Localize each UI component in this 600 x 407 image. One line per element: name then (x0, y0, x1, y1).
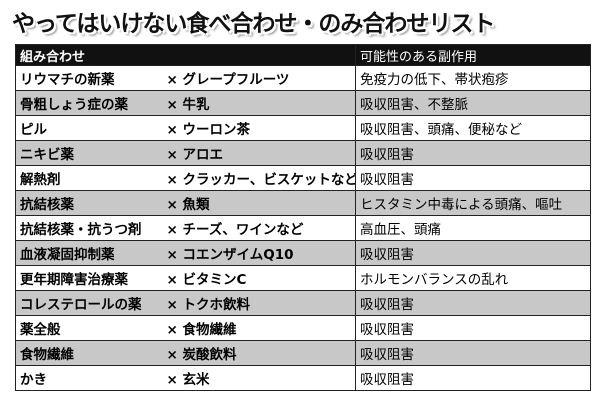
food-cell: × ビタミンC (160, 265, 357, 291)
table-row: 薬全般 × 食物繊維 吸収阻害 (15, 315, 592, 341)
header-cell: 可能性のある副作用 (355, 44, 592, 66)
drug-cell: 抗結核薬 (15, 190, 161, 216)
food-cell: × 食物繊維 (160, 315, 357, 341)
food-cell: × アロエ (160, 140, 357, 166)
table-row: かき × 玄米 吸収阻害 (15, 365, 592, 391)
table-row: 更年期障害治療薬 × ビタミンC ホルモンバランスの乱れ (15, 265, 592, 291)
food-cell: × グレープフルーツ (160, 65, 357, 91)
effect-cell: ホルモンバランスの乱れ (355, 265, 592, 291)
drug-cell: 薬全般 (15, 315, 161, 341)
table-row: ニキビ薬 × アロエ 吸収阻害 (15, 140, 592, 166)
effect-cell: 吸収阻害 (355, 340, 592, 366)
table-row: ピル × ウーロン茶 吸収阻害、頭痛、便秘など (15, 115, 592, 141)
effect-cell: 吸収阻害 (355, 365, 592, 391)
food-cell: × クラッカー、ビスケットなど (160, 165, 357, 191)
effect-cell: 吸収阻害 (355, 140, 592, 166)
food-cell: × ウーロン茶 (160, 115, 357, 141)
effect-cell: 吸収阻害 (355, 290, 592, 316)
food-cell: × 炭酸飲料 (160, 340, 357, 366)
drug-cell: リウマチの新薬 (15, 65, 161, 91)
drug-cell: ピル (15, 115, 161, 141)
drug-cell: 骨粗しょう症の薬 (15, 90, 161, 116)
effect-cell: ヒスタミン中毒による頭痛、嘔吐 (355, 190, 592, 216)
table-row: 抗結核薬・抗うつ剤 × チーズ、ワインなど 高血圧、頭痛 (15, 215, 592, 241)
list-table: 組み合わせ 可能性のある副作用 リウマチの新薬 × グレープフルーツ 免疫力の低下、… (14, 44, 592, 391)
table-row: 血液凝固抑制薬 × コエンザイムQ10 吸収阻害 (15, 240, 592, 266)
page-title: やってはいけない食べ合わせ・のみ合わせリスト (12, 11, 495, 37)
table-row: リウマチの新薬 × グレープフルーツ 免疫力の低下、帯状疱疹 (15, 65, 592, 91)
effect-cell: 吸収阻害 (355, 315, 592, 341)
food-cell: × トクホ飲料 (160, 290, 357, 316)
drug-cell: 血液凝固抑制薬 (15, 240, 161, 266)
food-cell: × 玄米 (160, 365, 357, 391)
drug-cell: 食物繊維 (15, 340, 161, 366)
effect-cell: 吸収阻害、不整脈 (355, 90, 592, 116)
table-row: コレステロールの薬 × トクホ飲料 吸収阻害 (15, 290, 592, 316)
effect-cell: 吸収阻害 (355, 240, 592, 266)
food-cell: × チーズ、ワインなど (160, 215, 357, 241)
drug-cell: 更年期障害治療薬 (15, 265, 161, 291)
header-cell: 組み合わせ (14, 44, 357, 66)
drug-cell: かき (15, 365, 161, 391)
drug-cell: 抗結核薬・抗うつ剤 (15, 215, 161, 241)
food-cell: × コエンザイムQ10 (160, 240, 357, 266)
table-row: 骨粗しょう症の薬 × 牛乳 吸収阻害、不整脈 (15, 90, 592, 116)
food-cell: × 魚類 (160, 190, 357, 216)
effect-cell: 免疫力の低下、帯状疱疹 (355, 65, 592, 91)
table-row: 抗結核薬 × 魚類 ヒスタミン中毒による頭痛、嘔吐 (15, 190, 592, 216)
table-row: 解熱剤 × クラッカー、ビスケットなど 吸収阻害 (15, 165, 592, 191)
effect-cell: 吸収阻害、頭痛、便秘など (355, 115, 592, 141)
drug-cell: 解熱剤 (15, 165, 161, 191)
effect-cell: 吸収阻害 (355, 165, 592, 191)
drug-cell: コレステロールの薬 (15, 290, 161, 316)
food-cell: × 牛乳 (160, 90, 357, 116)
table-row: 食物繊維 × 炭酸飲料 吸収阻害 (15, 340, 592, 366)
drug-cell: ニキビ薬 (15, 140, 161, 166)
header-row: 組み合わせ 可能性のある副作用 (14, 44, 592, 66)
effect-cell: 高血圧、頭痛 (355, 215, 592, 241)
